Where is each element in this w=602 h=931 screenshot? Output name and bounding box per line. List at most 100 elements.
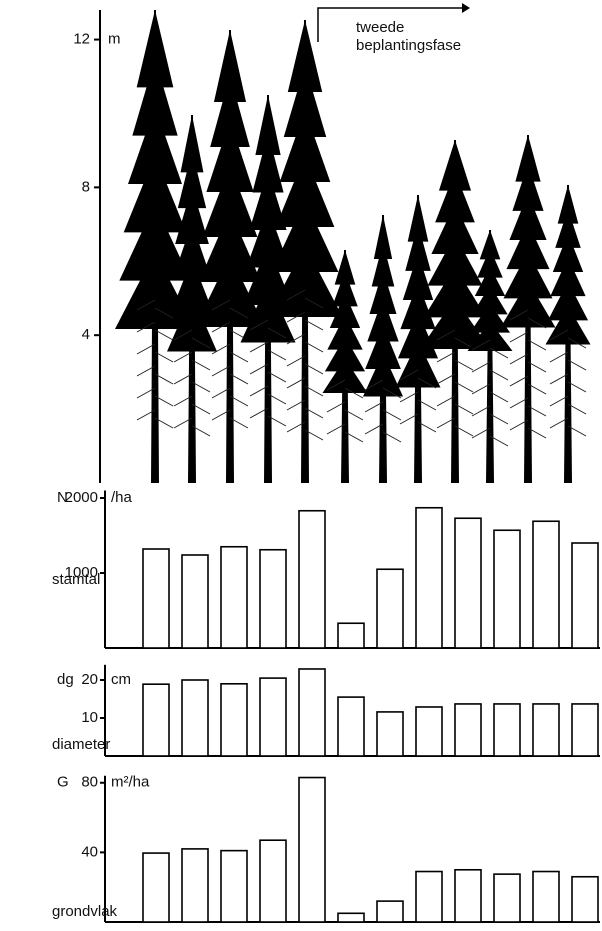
- bar: [571, 875, 599, 923]
- tree-crown: [243, 245, 293, 305]
- tree-branch: [344, 387, 364, 399]
- y-tick-label: 40: [81, 843, 98, 860]
- tree-branch: [249, 407, 269, 419]
- tree-crown: [420, 298, 490, 349]
- tree-branch: [417, 421, 437, 433]
- tree-branch: [211, 409, 231, 421]
- tree-branch: [191, 359, 211, 371]
- tree-branch: [304, 429, 324, 441]
- bar: [415, 870, 443, 923]
- tree-crown: [132, 58, 178, 136]
- tree-crown: [467, 321, 513, 351]
- tree-branch: [249, 363, 269, 375]
- tree-branch: [549, 329, 569, 341]
- bar: [493, 873, 521, 923]
- bar: [181, 554, 209, 649]
- bar: [493, 529, 521, 649]
- tree-branch: [154, 373, 174, 385]
- tree-crown: [180, 115, 204, 173]
- tree-branch: [527, 405, 547, 417]
- tree-branch: [136, 321, 156, 333]
- tree-branch: [304, 297, 324, 309]
- tree-crown: [334, 250, 356, 285]
- tree-branch: [304, 385, 324, 397]
- y-tick-label: 8: [82, 178, 90, 195]
- tree-crown: [509, 193, 547, 240]
- tree-branch: [549, 395, 569, 407]
- bar: [415, 706, 443, 757]
- axis-symbol: N: [57, 489, 68, 506]
- tree-branch: [509, 331, 529, 343]
- tree-branch: [489, 435, 509, 447]
- bar: [532, 870, 560, 923]
- tree-branch: [154, 417, 174, 429]
- tree-branch: [286, 289, 306, 301]
- tree-crown: [477, 248, 503, 278]
- tree-branch: [136, 387, 156, 399]
- tree-crown: [195, 255, 265, 327]
- tree-crown: [267, 245, 343, 317]
- bar: [415, 506, 443, 649]
- tree-branch: [436, 329, 456, 341]
- bar: [571, 703, 599, 757]
- y-tick-label: 12: [73, 31, 90, 48]
- tree-crown: [400, 282, 436, 330]
- tree-branch: [489, 391, 509, 403]
- tree-crown: [371, 242, 395, 287]
- bar: [454, 517, 482, 649]
- tree-branch: [489, 369, 509, 381]
- tree-branch: [436, 417, 456, 429]
- tree-crown: [506, 222, 550, 270]
- tree-branch: [211, 321, 231, 333]
- bar: [259, 677, 287, 757]
- axis-symbol: G: [57, 774, 69, 791]
- axis-symbol: dg: [57, 671, 74, 688]
- tree-crown: [177, 150, 207, 209]
- tree-branch: [229, 307, 249, 319]
- tree-branch: [154, 329, 174, 341]
- tree-branch: [136, 409, 156, 421]
- tree-branch: [344, 409, 364, 421]
- tree-crown: [469, 303, 511, 333]
- tree-branch: [249, 385, 269, 397]
- tree-branch: [304, 407, 324, 419]
- tree-branch: [454, 359, 474, 371]
- tree-branch: [173, 395, 193, 407]
- bar: [376, 568, 404, 649]
- tree-branch: [267, 393, 287, 405]
- tree-branch: [326, 423, 346, 435]
- tree-branch: [436, 351, 456, 363]
- tree-branch: [154, 351, 174, 363]
- bar: [142, 683, 170, 757]
- tree-branch: [509, 397, 529, 409]
- bar: [376, 711, 404, 757]
- arrow-head: [462, 3, 470, 13]
- tree-crown: [503, 251, 553, 299]
- tree-branch: [549, 351, 569, 363]
- tree-crown: [255, 95, 281, 155]
- bar: [571, 542, 599, 649]
- tree-trunk: [486, 230, 494, 483]
- bar: [454, 868, 482, 923]
- bar: [220, 682, 248, 757]
- tree-crown: [175, 186, 209, 244]
- tree-crown: [550, 257, 586, 297]
- annotation-arrow: [317, 7, 462, 42]
- tree-branch: [304, 319, 324, 331]
- tree-branch: [382, 409, 402, 421]
- tree-crown: [431, 203, 479, 254]
- tree-branch: [326, 379, 346, 391]
- tree-branch: [527, 317, 547, 329]
- tree-crown: [324, 336, 366, 372]
- tree-crown: [363, 352, 403, 397]
- tree-crown: [332, 271, 358, 307]
- tree-crown: [500, 280, 556, 328]
- y-tick-label: 10: [81, 709, 98, 726]
- axis-label: diameter: [52, 736, 110, 753]
- tree-branch: [471, 361, 491, 373]
- tree-branch: [382, 387, 402, 399]
- tree-branch: [399, 413, 419, 425]
- tree-illustration: [115, 10, 591, 483]
- tree-crown: [246, 207, 290, 268]
